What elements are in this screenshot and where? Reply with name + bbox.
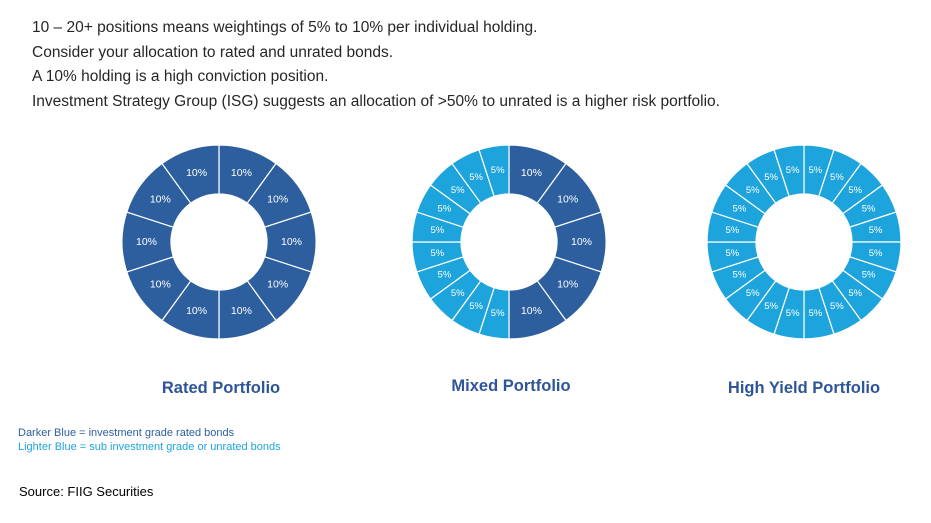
mixed-portfolio-slice-label: 5% [451, 185, 465, 196]
high-yield-portfolio-slice-label: 5% [862, 269, 876, 280]
rated-portfolio-slice-label: 10% [231, 167, 252, 179]
legend-dark-blue: Darker Blue = investment grade rated bon… [18, 427, 235, 439]
intro-text: 10 – 20+ positions means weightings of 5… [32, 16, 720, 114]
intro-line: Consider your allocation to rated and un… [32, 43, 394, 61]
mixed-portfolio-slice-label: 5% [491, 165, 505, 176]
rated-portfolio-slice-label: 10% [186, 167, 207, 179]
mixed-portfolio-slice-label: 10% [557, 193, 578, 205]
mixed-portfolio-slice-label: 10% [571, 236, 592, 248]
high-yield-portfolio-donut: 5%5%5%5%5%5%5%5%5%5%5%5%5%5%5%5%5%5%5%5% [706, 144, 902, 340]
high-yield-portfolio-slice-label: 5% [848, 288, 862, 299]
mixed-portfolio-chart: 10% 10% 10% 10% 10% 5% 5% 5% 5% 5% 5% 5% 5% 5% 5% [409, 142, 609, 342]
mixed-portfolio-slice-label: 10% [557, 279, 578, 291]
mixed-portfolio-slice-label: 5% [438, 204, 452, 215]
legend-light-blue: Lighter Blue = sub investment grade or u… [18, 441, 281, 453]
high-yield-portfolio-slice-label: 5% [808, 308, 822, 319]
mixed-portfolio-slice-label: 5% [438, 269, 452, 280]
rated-portfolio-donut: 10% 10% 10% 10% 10% 10% 10% 10% 10% 10% [121, 144, 317, 340]
high-yield-portfolio-slice-label: 5% [746, 185, 760, 196]
intro-line: Investment Strategy Group (ISG) suggests… [32, 92, 720, 110]
rated-portfolio-slice-label: 10% [281, 236, 302, 248]
high-yield-portfolio-slice-label: 5% [830, 172, 844, 183]
mixed-portfolio-slice-label: 5% [451, 288, 465, 299]
mixed-portfolio-slice-label: 5% [431, 225, 445, 236]
mixed-portfolio-title: Mixed Portfolio [451, 377, 571, 395]
mixed-portfolio-slice-label: 5% [469, 301, 483, 312]
high-yield-portfolio-title: High Yield Portfolio [727, 379, 881, 397]
high-yield-portfolio-slice-label: 5% [808, 165, 822, 176]
rated-portfolio-slice-label: 10% [267, 193, 288, 205]
mixed-portfolio-donut: 10% 10% 10% 10% 10% 5% 5% 5% 5% 5% 5% 5% 5% 5% 5% [411, 144, 607, 340]
high-yield-portfolio-slice-label: 5% [764, 172, 778, 183]
rated-portfolio-slice-label: 10% [267, 279, 288, 291]
legend: Darker Blue = investment grade rated bon… [18, 426, 281, 454]
high-yield-portfolio-slice-label: 5% [869, 248, 883, 259]
high-yield-portfolio-slice-label: 5% [733, 204, 747, 215]
high-yield-portfolio-slice-label: 5% [764, 301, 778, 312]
rated-portfolio-slice-label: 10% [150, 193, 171, 205]
rated-portfolio-slice-label: 10% [136, 236, 157, 248]
rated-portfolio-chart: 10% 10% 10% 10% 10% 10% 10% 10% 10% 10% [119, 142, 319, 342]
high-yield-portfolio-slice-label: 5% [726, 248, 740, 259]
high-yield-portfolio-slice-label: 5% [726, 225, 740, 236]
high-yield-portfolio-slice-label: 5% [746, 288, 760, 299]
rated-portfolio-slice-label: 10% [186, 305, 207, 317]
high-yield-portfolio-slice-label: 5% [786, 165, 800, 176]
high-yield-portfolio-slice-label: 5% [830, 301, 844, 312]
high-yield-portfolio-slice-label: 5% [786, 308, 800, 319]
intro-line: A 10% holding is a high conviction posit… [32, 68, 329, 85]
rated-portfolio-title: Rated Portfolio [161, 379, 281, 397]
mixed-portfolio-slice-label: 10% [521, 167, 542, 179]
rated-portfolio-slice-label: 10% [231, 305, 252, 317]
rated-portfolio-slice [161, 144, 220, 205]
mixed-portfolio-slice-label: 5% [431, 248, 445, 259]
high-yield-portfolio-chart: 5% 5% 5% 5% 5% 5% 5% 5% 5% 5% 5% 5% 5% 5% 5% 5% 5% 5% 5% 5% [704, 142, 904, 342]
intro-line: 10 – 20+ positions means weightings of 5… [32, 19, 538, 36]
high-yield-portfolio-slice-label: 5% [862, 204, 876, 215]
high-yield-portfolio-slice-label: 5% [848, 185, 862, 196]
rated-portfolio-slice-label: 10% [150, 279, 171, 291]
source-note: Source: FIIG Securities [19, 484, 154, 499]
high-yield-portfolio-slice-label: 5% [869, 225, 883, 236]
mixed-portfolio-slice [478, 144, 510, 198]
mixed-portfolio-slice-label: 5% [469, 172, 483, 183]
high-yield-portfolio-slice-label: 5% [733, 269, 747, 280]
mixed-portfolio-slice-label: 10% [521, 305, 542, 317]
mixed-portfolio-slice-label: 5% [491, 308, 505, 319]
high-yield-portfolio-slice [773, 144, 805, 198]
